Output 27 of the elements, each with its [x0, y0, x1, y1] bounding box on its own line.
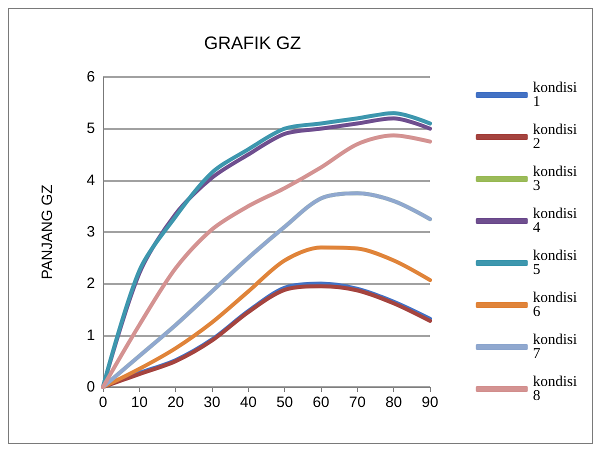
y-axis-title: PANJANG GZ [39, 184, 56, 280]
x-tick-label: 40 [240, 394, 257, 411]
chart-title: GRAFIK GZ [204, 33, 302, 53]
x-tick-label: 80 [385, 394, 402, 411]
legend-label: kondisi 2 [532, 122, 578, 152]
y-tick-label: 6 [86, 68, 95, 86]
x-tick-label: 30 [204, 394, 220, 411]
legend-label: kondisi 8 [532, 374, 578, 404]
legend-label: kondisi 3 [532, 164, 578, 194]
y-tick-label: 1 [86, 326, 95, 344]
legend-label: kondisi 7 [532, 332, 578, 362]
x-tick-label: 70 [348, 394, 366, 411]
legend-label: kondisi 4 [532, 206, 578, 236]
x-tick-label: 20 [167, 394, 184, 411]
y-tick-label: 5 [86, 120, 95, 138]
x-tick-label: 90 [422, 394, 438, 411]
y-tick-label: 0 [86, 378, 95, 396]
x-tick-label: 50 [276, 394, 294, 411]
x-tick-label: 10 [130, 394, 148, 411]
legend-label: kondisi 1 [532, 80, 578, 110]
x-tick-label: 60 [312, 394, 330, 411]
legend-label: kondisi 6 [532, 290, 578, 320]
legend-label: kondisi 5 [532, 248, 578, 278]
y-tick-label: 3 [86, 224, 95, 240]
y-tick-label: 4 [86, 172, 95, 189]
y-tick-label: 2 [86, 275, 95, 292]
x-tick-label: 0 [98, 394, 108, 411]
